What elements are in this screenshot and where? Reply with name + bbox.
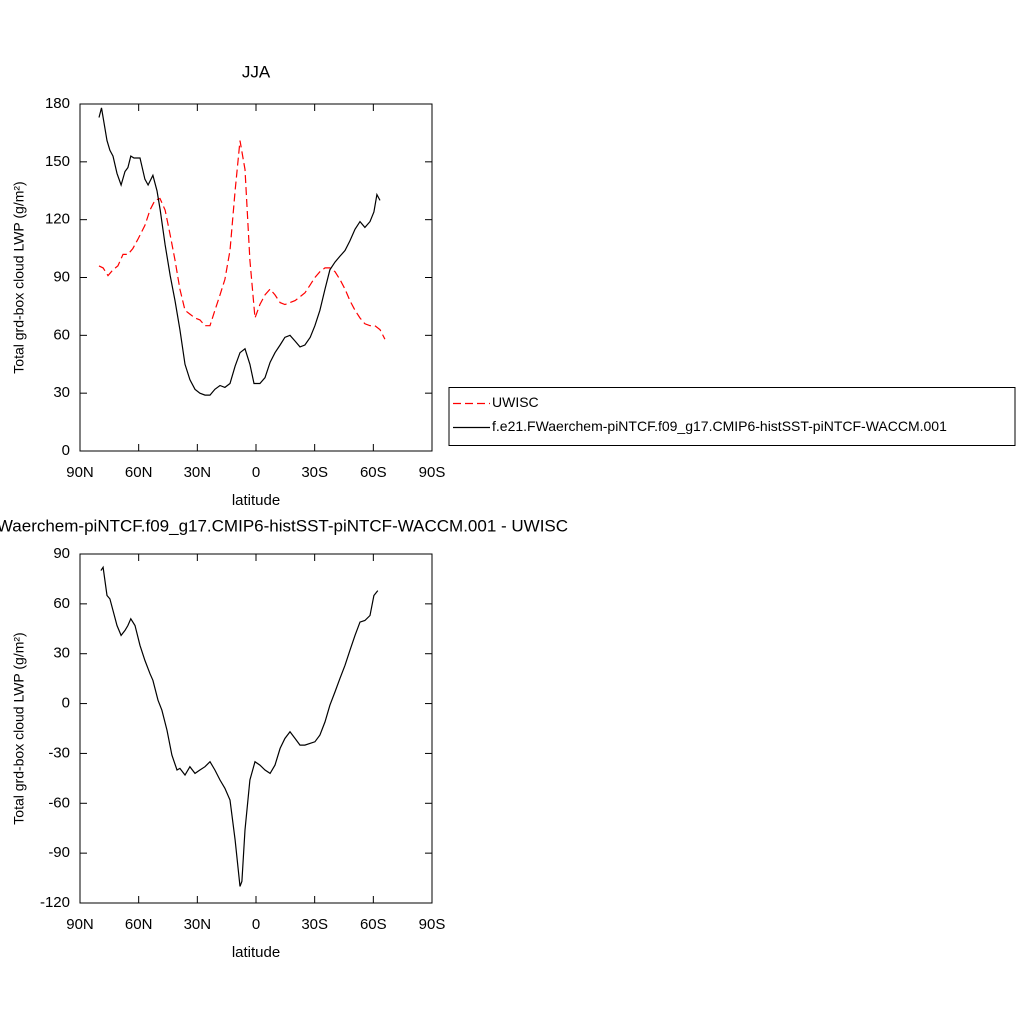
- data-line: [98, 107, 381, 396]
- x-tick-label: 60N: [125, 916, 153, 933]
- x-tick-label: 90S: [419, 916, 446, 933]
- x-tick-label: 30S: [301, 464, 328, 481]
- y-axis-label: Total grd-box cloud LWP (g/m²): [11, 181, 27, 373]
- y-tick-label: -60: [48, 794, 70, 811]
- x-tick-label: 90N: [66, 916, 94, 933]
- y-tick-label: 0: [62, 695, 70, 712]
- y-tick-label: 60: [53, 326, 70, 343]
- x-tick-label: 60S: [360, 916, 387, 933]
- x-tick-label: 90S: [419, 464, 446, 481]
- chart-title: f.e21.FWaerchem-piNTCF.f09_g17.CMIP6-his…: [0, 516, 568, 535]
- x-axis-label: latitude: [232, 492, 280, 509]
- y-axis-label: Total grd-box cloud LWP (g/m²): [11, 632, 27, 824]
- y-tick-label: 120: [45, 211, 70, 228]
- plot-frame: [79, 103, 433, 452]
- y-tick-label: -90: [48, 844, 70, 861]
- x-tick-label: 30S: [301, 916, 328, 933]
- y-tick-label: 30: [53, 384, 70, 401]
- data-line: [98, 140, 386, 340]
- x-tick-label: 60N: [125, 464, 153, 481]
- legend-label: f.e21.FWaerchem-piNTCF.f09_g17.CMIP6-his…: [492, 418, 947, 434]
- legend-box: [448, 387, 1016, 446]
- x-tick-label: 60S: [360, 464, 387, 481]
- x-tick-label: 90N: [66, 464, 94, 481]
- y-tick-label: 60: [53, 595, 70, 612]
- y-tick-label: 150: [45, 153, 70, 170]
- x-tick-label: 30N: [184, 464, 212, 481]
- y-tick-label: 90: [53, 545, 70, 562]
- plot-frame: [79, 553, 433, 904]
- y-tick-label: -120: [40, 894, 70, 911]
- y-tick-label: 90: [53, 268, 70, 285]
- legend-label: UWISC: [492, 394, 539, 410]
- chart-title: JJA: [242, 62, 271, 81]
- x-tick-label: 0: [252, 916, 260, 933]
- data-line: [100, 565, 379, 887]
- x-tick-label: 0: [252, 464, 260, 481]
- y-tick-label: 30: [53, 645, 70, 662]
- y-tick-label: 0: [62, 442, 70, 459]
- x-tick-label: 30N: [184, 916, 212, 933]
- x-axis-label: latitude: [232, 944, 280, 961]
- y-tick-label: 180: [45, 95, 70, 112]
- y-tick-label: -30: [48, 744, 70, 761]
